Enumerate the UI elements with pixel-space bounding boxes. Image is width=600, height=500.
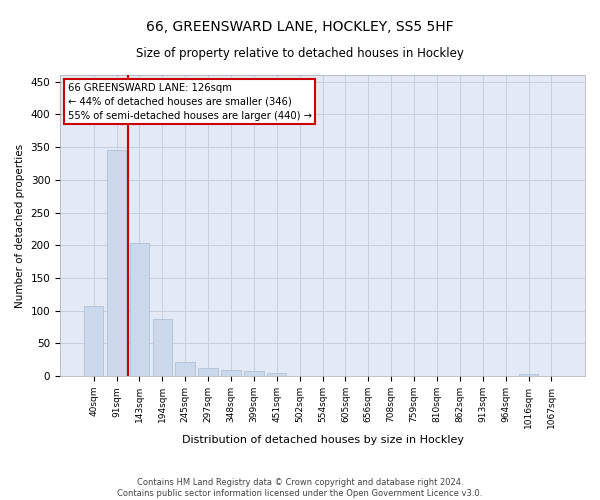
Bar [130,244,149,376]
Bar [221,370,241,376]
Bar [152,318,172,376]
Bar [519,374,538,376]
Bar [175,362,195,376]
Text: 66 GREENSWARD LANE: 126sqm
← 44% of detached houses are smaller (346)
55% of sem: 66 GREENSWARD LANE: 126sqm ← 44% of deta… [68,82,312,120]
Y-axis label: Number of detached properties: Number of detached properties [15,144,25,308]
Bar [107,150,126,376]
Text: 66, GREENSWARD LANE, HOCKLEY, SS5 5HF: 66, GREENSWARD LANE, HOCKLEY, SS5 5HF [146,20,454,34]
Bar [199,368,218,376]
Bar [267,373,286,376]
Bar [84,306,103,376]
X-axis label: Distribution of detached houses by size in Hockley: Distribution of detached houses by size … [182,435,464,445]
Bar [244,371,263,376]
Text: Size of property relative to detached houses in Hockley: Size of property relative to detached ho… [136,48,464,60]
Text: Contains HM Land Registry data © Crown copyright and database right 2024.
Contai: Contains HM Land Registry data © Crown c… [118,478,482,498]
